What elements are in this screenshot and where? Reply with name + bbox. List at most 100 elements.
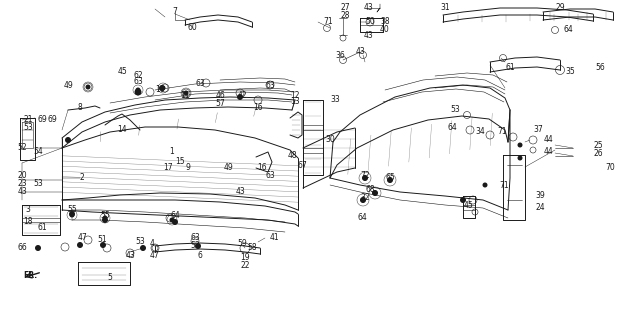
Text: 53: 53 xyxy=(190,241,200,250)
Circle shape xyxy=(518,156,523,161)
Circle shape xyxy=(100,242,106,248)
Text: FR.: FR. xyxy=(23,270,37,279)
Text: 66: 66 xyxy=(17,244,27,252)
Text: 45: 45 xyxy=(463,201,473,210)
Text: 55: 55 xyxy=(67,205,77,214)
Circle shape xyxy=(135,87,140,92)
Text: 53: 53 xyxy=(33,179,43,188)
Text: 18: 18 xyxy=(23,218,33,227)
Text: 14: 14 xyxy=(117,125,127,134)
Text: 32: 32 xyxy=(360,194,370,203)
Text: 38: 38 xyxy=(380,18,390,27)
Text: 37: 37 xyxy=(533,125,543,134)
Text: 49: 49 xyxy=(63,81,73,90)
Circle shape xyxy=(518,142,523,148)
Circle shape xyxy=(69,211,75,217)
Text: 56: 56 xyxy=(595,63,605,73)
Text: 34: 34 xyxy=(475,127,485,137)
Text: 24: 24 xyxy=(535,204,545,212)
Text: 63: 63 xyxy=(265,81,275,90)
Circle shape xyxy=(362,175,367,180)
Text: 42: 42 xyxy=(237,91,247,100)
Circle shape xyxy=(77,242,83,248)
Text: 70: 70 xyxy=(605,164,615,172)
Text: 54: 54 xyxy=(33,148,43,156)
Text: 16: 16 xyxy=(257,164,267,172)
Circle shape xyxy=(86,84,91,90)
Circle shape xyxy=(103,215,108,220)
Circle shape xyxy=(195,243,201,249)
Circle shape xyxy=(172,219,178,225)
Circle shape xyxy=(360,197,365,203)
Text: 51: 51 xyxy=(97,236,107,244)
Circle shape xyxy=(69,212,74,218)
Text: 27: 27 xyxy=(340,4,350,12)
Circle shape xyxy=(169,218,174,222)
Text: 43: 43 xyxy=(363,30,373,39)
Text: 58: 58 xyxy=(247,244,257,252)
Text: 61: 61 xyxy=(505,63,515,73)
Text: 10: 10 xyxy=(155,85,165,94)
Circle shape xyxy=(372,190,377,196)
Text: 4: 4 xyxy=(150,238,155,247)
Text: 57: 57 xyxy=(215,99,225,108)
Text: 63: 63 xyxy=(190,234,200,243)
Text: 50: 50 xyxy=(365,18,375,27)
Text: 60: 60 xyxy=(187,23,197,33)
Circle shape xyxy=(35,245,41,251)
Text: 16: 16 xyxy=(253,103,263,113)
Circle shape xyxy=(140,245,146,251)
Text: 43: 43 xyxy=(17,188,27,196)
Text: 23: 23 xyxy=(17,179,27,188)
Text: 71: 71 xyxy=(323,18,333,27)
Text: 13: 13 xyxy=(290,98,300,107)
Circle shape xyxy=(65,137,71,143)
Text: 19: 19 xyxy=(240,253,250,262)
Text: 64: 64 xyxy=(447,124,457,132)
Text: 8: 8 xyxy=(77,103,82,113)
Text: 55: 55 xyxy=(100,211,110,220)
Text: 61: 61 xyxy=(37,223,47,233)
Text: 43: 43 xyxy=(125,251,135,260)
Text: 15: 15 xyxy=(175,157,185,166)
Circle shape xyxy=(387,178,392,182)
Text: 63: 63 xyxy=(265,171,275,180)
Text: 36: 36 xyxy=(335,51,345,60)
Text: 69: 69 xyxy=(37,116,47,124)
Text: 71: 71 xyxy=(497,127,507,137)
Text: 48: 48 xyxy=(287,150,297,159)
Text: 6: 6 xyxy=(198,251,203,260)
Text: 44: 44 xyxy=(543,135,553,145)
Text: 67: 67 xyxy=(297,161,307,170)
Circle shape xyxy=(482,182,487,188)
Text: 28: 28 xyxy=(340,11,350,20)
Text: 53: 53 xyxy=(23,124,33,132)
Text: 31: 31 xyxy=(440,4,450,12)
Text: 43: 43 xyxy=(235,188,245,196)
Text: 33: 33 xyxy=(330,95,340,105)
Text: 63: 63 xyxy=(133,77,143,86)
Text: 5: 5 xyxy=(108,274,113,283)
Text: 2: 2 xyxy=(80,173,84,182)
Circle shape xyxy=(460,197,466,203)
Circle shape xyxy=(102,217,108,223)
Text: 11: 11 xyxy=(181,91,190,100)
Text: 3: 3 xyxy=(26,205,30,214)
Text: 69: 69 xyxy=(47,116,57,124)
Text: 64: 64 xyxy=(170,211,180,220)
Text: 22: 22 xyxy=(240,260,250,269)
Circle shape xyxy=(362,175,368,181)
Text: 29: 29 xyxy=(555,4,565,12)
Text: 68: 68 xyxy=(365,186,375,195)
Text: 49: 49 xyxy=(223,164,233,172)
Text: 52: 52 xyxy=(17,143,27,153)
Text: 25: 25 xyxy=(593,140,603,149)
Text: 63: 63 xyxy=(195,78,205,87)
Text: 40: 40 xyxy=(380,26,390,35)
Text: 7: 7 xyxy=(172,7,177,17)
Text: 17: 17 xyxy=(163,164,173,172)
Text: 62: 62 xyxy=(133,70,143,79)
Text: 45: 45 xyxy=(117,68,127,76)
Circle shape xyxy=(360,197,366,203)
Circle shape xyxy=(237,94,243,100)
